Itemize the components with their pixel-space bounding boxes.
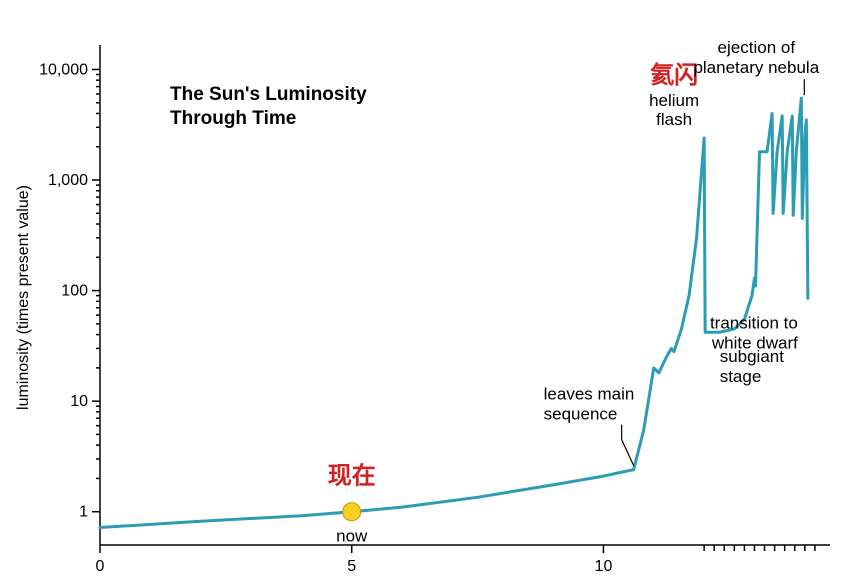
annotation-whitedwarf: white dwarf [711,333,798,352]
chart-title: Through Time [170,108,296,129]
annotation-subgiant: stage [720,367,762,386]
y-tick-label: 1 [79,504,88,521]
luminosity-curve [100,98,808,527]
y-tick-label: 10 [70,393,88,410]
luminosity-chart: 1 10 100 1,000 10,000 0 5 10 luminosity (times p… [0,0,850,587]
annotation-leaves-main: sequence [544,405,618,424]
annotation-leaves-main: leaves main [544,385,635,404]
annotation-now-cn: 现在 [328,462,376,490]
annotation-ejection: ejection of [718,38,796,57]
annotation-helium: flash [656,110,692,129]
y-tick-label: 100 [61,283,88,300]
chart-svg: 1 10 100 1,000 10,000 0 5 10 luminosity (times p… [0,0,850,587]
x-tick-label: 10 [595,558,613,575]
annotation-helium-cn: 氦闪 [650,61,698,89]
x-tick-label: 5 [347,558,356,575]
annotation-helium: helium [649,91,699,110]
annotation-whitedwarf: transition to [710,313,798,332]
leader-line [622,425,634,466]
annotation-now: now [336,527,368,546]
chart-title: The Sun's Luminosity [170,84,367,105]
y-axis-label: luminosity (times present value) [15,185,32,410]
annotation-ejection: planetary nebula [693,58,819,77]
y-tick-label: 10,000 [39,61,88,78]
x-tick-label: 0 [96,558,105,575]
y-tick-label: 1,000 [48,172,88,189]
sun-marker [343,503,361,521]
